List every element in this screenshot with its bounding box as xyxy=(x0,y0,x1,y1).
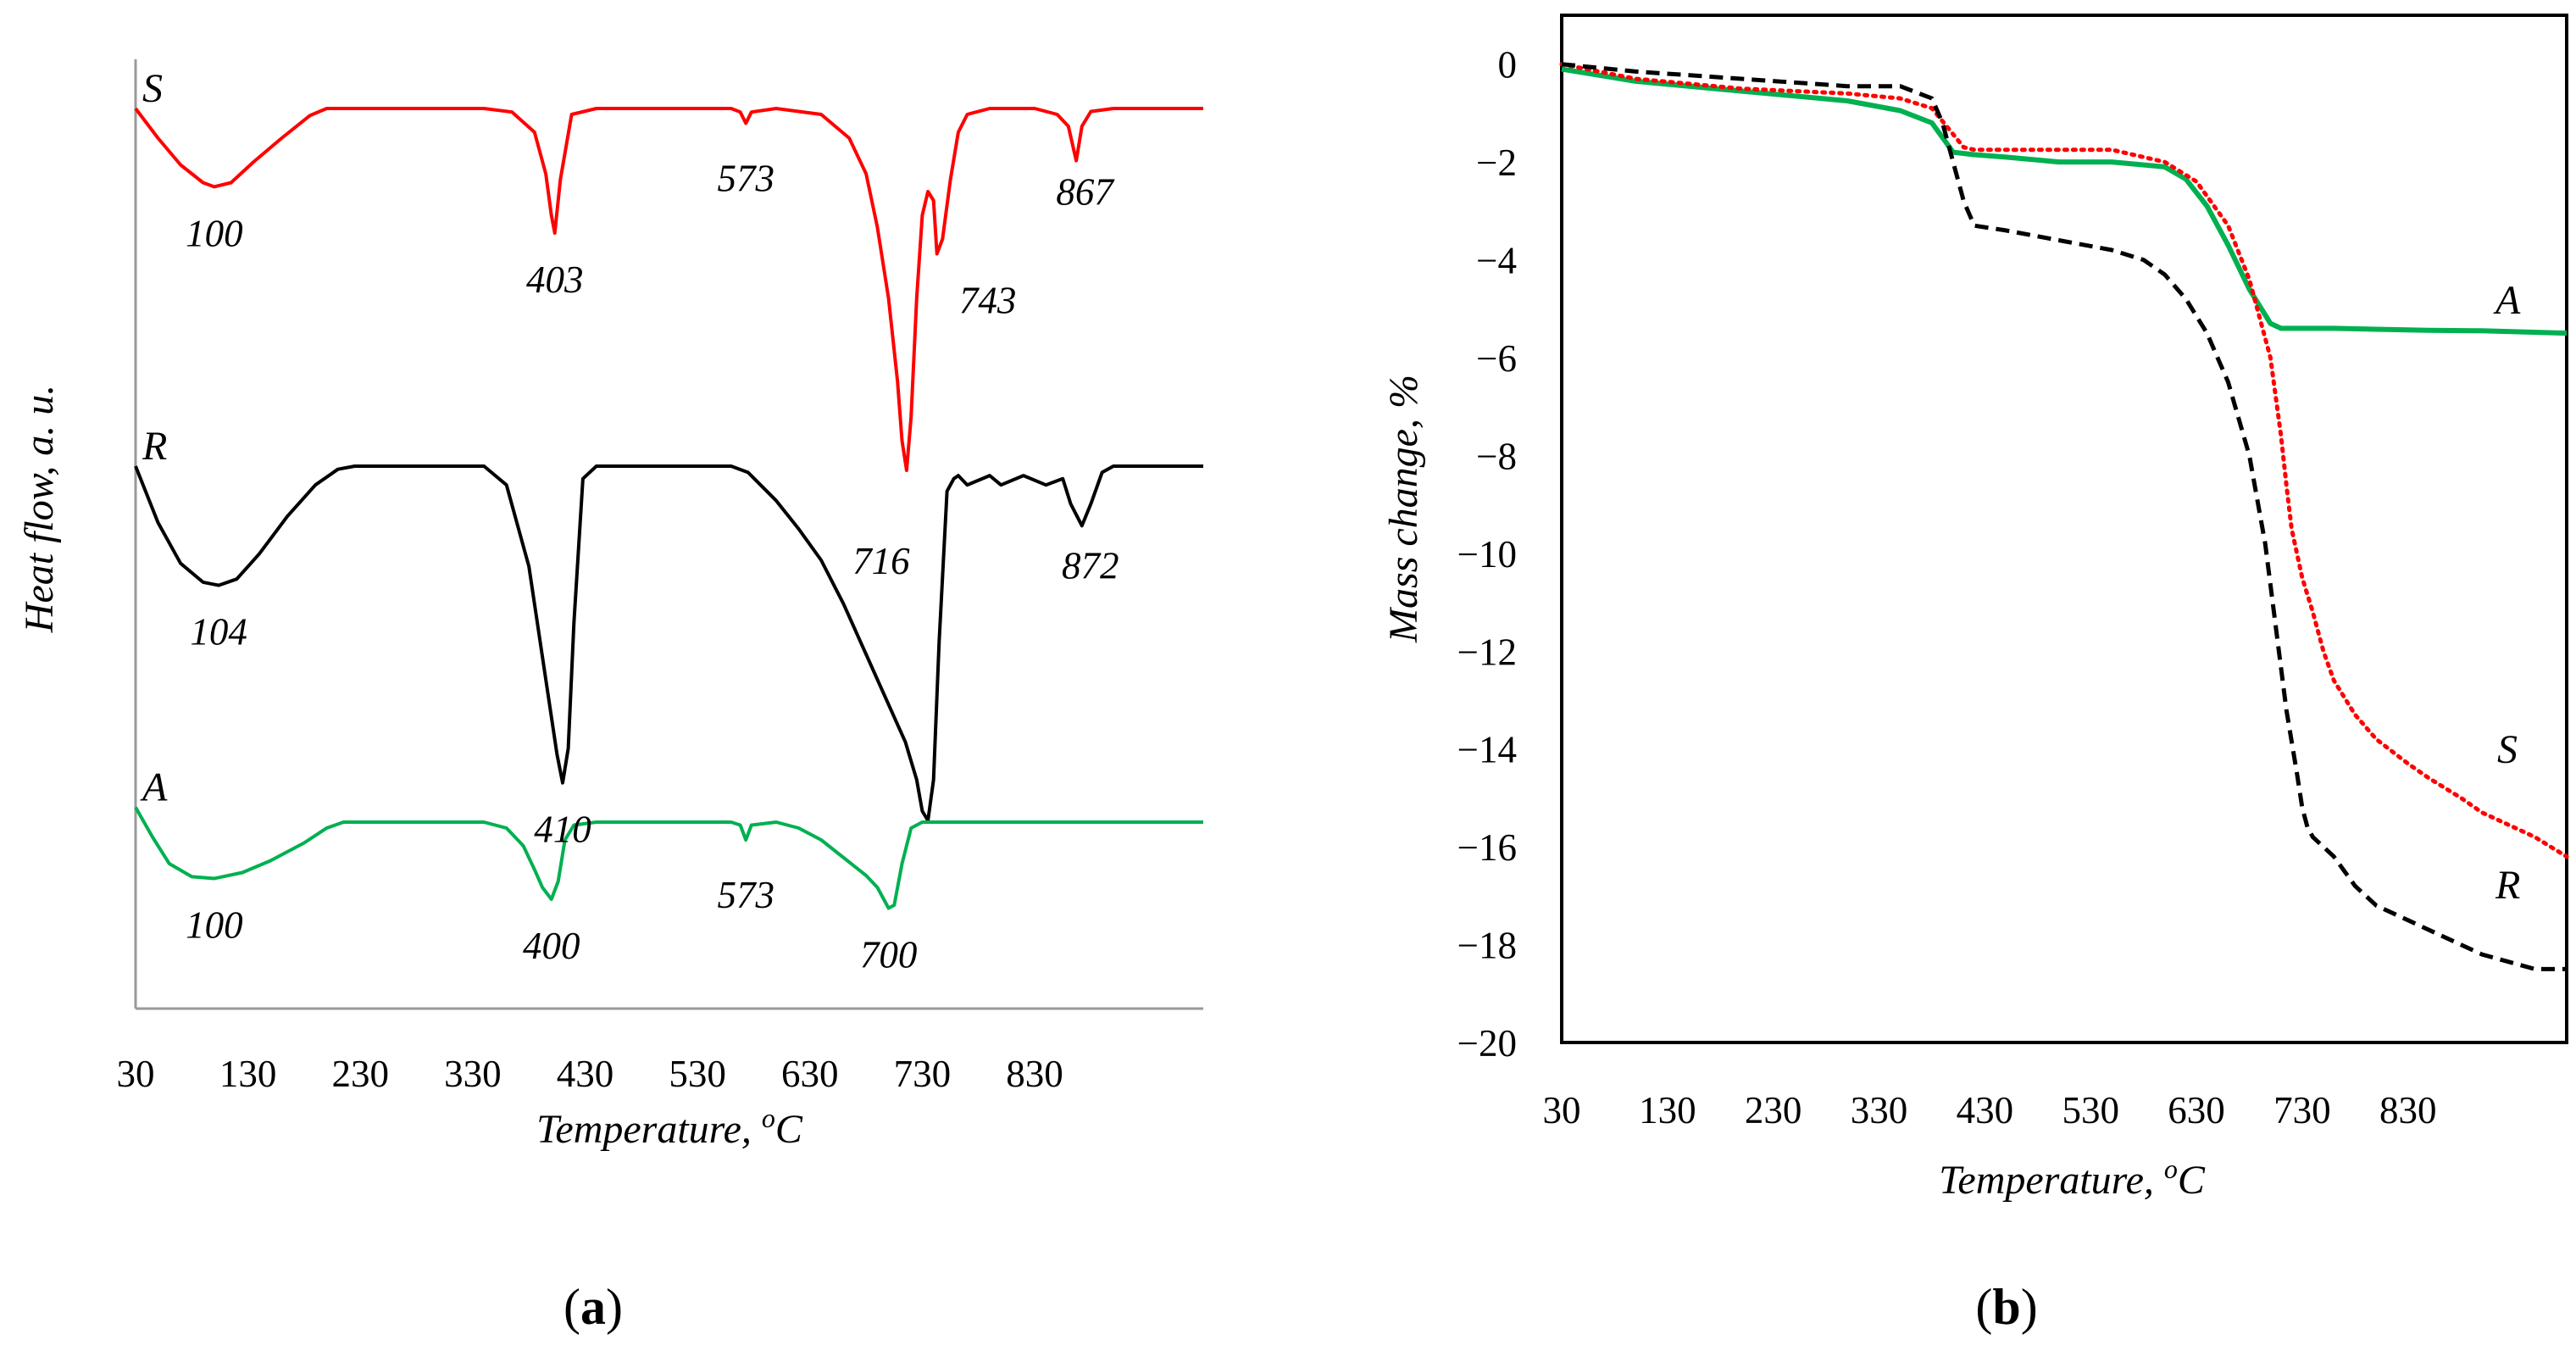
panel-a-peak-label: 573 xyxy=(717,874,774,916)
panel-a-x-tick-label: 530 xyxy=(669,1053,726,1095)
panel-a-x-tick-label: 230 xyxy=(332,1053,390,1095)
panel-b-y-tick-label: −20 xyxy=(1457,1022,1517,1065)
panel-a-peak-label: 104 xyxy=(190,611,247,653)
panel-b-series-label-A: A xyxy=(2493,278,2521,323)
panel-a-series-label-R: R xyxy=(142,424,167,469)
panel-a-x-axis-label: Temperature, oC xyxy=(536,1103,803,1152)
panel-b-y-tick-label: −8 xyxy=(1476,435,1517,477)
panel-b-x-tick-label: 330 xyxy=(1851,1089,1908,1131)
panel-b-y-tick-label: 0 xyxy=(1498,44,1518,86)
panel-a-x-tick-label: 630 xyxy=(781,1053,839,1095)
panel-b-plot-frame xyxy=(1560,14,2568,1044)
panel-b-x-tick-label: 530 xyxy=(2062,1089,2119,1131)
panel-a-peak-label: 872 xyxy=(1062,544,1119,587)
panel-a-peak-label: 403 xyxy=(526,259,584,301)
panel-b-x-tick-label: 830 xyxy=(2379,1089,2437,1131)
panel-b-y-tick-label: −10 xyxy=(1457,533,1517,575)
panel-a-series-line-R xyxy=(134,464,1203,823)
panel-b-y-tick-label: −12 xyxy=(1457,631,1517,673)
panel-b-x-tick-label: 730 xyxy=(2273,1089,2331,1131)
panel-b-y-tick-label: −18 xyxy=(1457,925,1517,967)
panel-b-y-tick-label: −2 xyxy=(1476,142,1517,184)
panel-a-peak-label: 867 xyxy=(1056,171,1115,214)
panel-b-series xyxy=(1559,62,2569,971)
panel-a-series-label-S: S xyxy=(142,66,163,111)
panel-b-y-tick-label: −16 xyxy=(1457,826,1517,869)
panel-a-x-tick-label: 130 xyxy=(219,1053,277,1095)
panel-a-y-axis-label: Heat flow, a. u. xyxy=(17,385,62,633)
panel-a-label: (a) xyxy=(564,1279,623,1335)
panel-b-x-tick-label: 230 xyxy=(1745,1089,1802,1131)
panel-a-x-tick-label: 30 xyxy=(117,1053,155,1095)
panel-a-peak-label: 743 xyxy=(959,280,1017,322)
panel-a: 30 130 230 330 430 530 630 730 830 S 100 403 573 743… xyxy=(17,59,1203,1335)
panel-a-peak-label: 100 xyxy=(186,212,243,254)
panel-a-x-tick-label: 330 xyxy=(444,1053,502,1095)
panel-b-x-tick-label: 130 xyxy=(1639,1089,1696,1131)
panel-b-y-tick-labels: 0 −2 −4 −6 −8 −10 −12 −14 −16 −18 −20 xyxy=(1457,44,1517,1065)
panel-a-peak-label: 100 xyxy=(186,904,243,947)
panel-b-annotations: A S R xyxy=(2493,278,2521,908)
panel-b: 0 −2 −4 −6 −8 −10 −12 −14 −16 −18 −20 30 130 230 330 4… xyxy=(1381,14,2569,1335)
panel-a-x-tick-label: 730 xyxy=(894,1053,952,1095)
panel-a-annotations: S 100 403 573 743 716 867 R 104 410 872 A 100 400 573 7… xyxy=(140,66,1119,976)
panel-b-y-tick-label: −6 xyxy=(1476,337,1517,380)
panel-b-label: (b) xyxy=(1975,1279,2037,1335)
panel-a-peak-label: 573 xyxy=(717,158,774,200)
panel-b-y-tick-label: −14 xyxy=(1457,729,1517,771)
panel-a-series-label-A: A xyxy=(140,765,168,810)
panel-b-x-axis-label: Temperature, oC xyxy=(1939,1154,2206,1203)
panel-a-x-tick-label: 430 xyxy=(557,1053,614,1095)
panel-b-series-label-S: S xyxy=(2497,727,2518,772)
panel-b-x-tick-label: 30 xyxy=(1543,1089,1581,1131)
panel-a-series-line-A xyxy=(134,806,1203,910)
panel-a-series xyxy=(134,107,1203,910)
panel-a-x-tick-label: 830 xyxy=(1006,1053,1063,1095)
panel-a-peak-label: 410 xyxy=(534,809,591,851)
panel-b-y-tick-label: −4 xyxy=(1476,240,1517,282)
panel-b-x-tick-label: 630 xyxy=(2168,1089,2225,1131)
panel-b-x-tick-label: 430 xyxy=(1957,1089,2014,1131)
panel-b-series-line-A xyxy=(1561,66,2568,336)
panel-a-peak-label: 716 xyxy=(852,540,910,582)
panel-b-series-line-R xyxy=(1561,62,2567,971)
panel-a-peak-label: 400 xyxy=(523,925,580,967)
panel-b-x-tick-labels: 30 130 230 330 430 530 630 730 830 xyxy=(1543,1089,2437,1131)
panel-a-x-tick-labels: 30 130 230 330 430 530 630 730 830 xyxy=(117,1053,1063,1095)
panel-b-y-axis-label: Mass change, % xyxy=(1381,375,1426,643)
panel-b-series-line-S xyxy=(1559,62,2569,859)
panel-a-series-line-S xyxy=(134,107,1203,472)
panel-a-peak-label: 700 xyxy=(860,934,918,976)
panel-b-series-label-R: R xyxy=(2495,863,2520,908)
